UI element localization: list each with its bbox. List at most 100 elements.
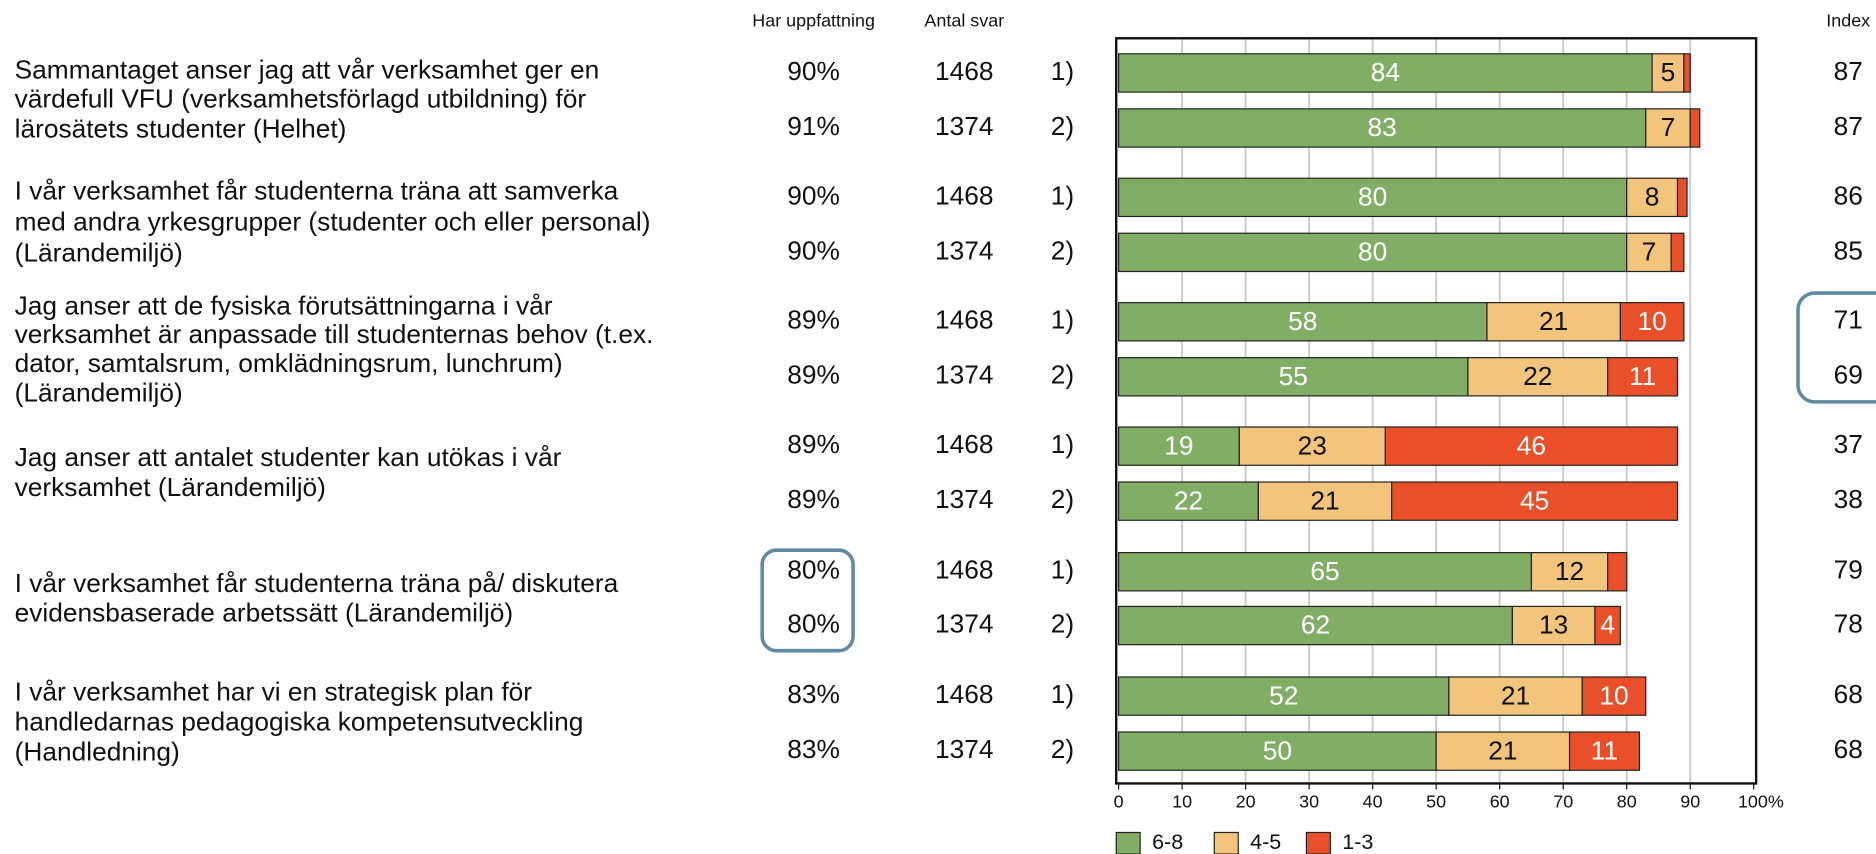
x-tick-label: 40 [1363,791,1383,811]
data-label: 10 [1637,306,1666,336]
har-uppfattning: 83% [787,679,840,709]
legend-swatch [1213,831,1239,854]
har-uppfattning: 83% [787,734,840,764]
question-text: värdefull VFU (verksamhetsförlagd utbild… [15,83,587,113]
bar-segment [1594,605,1621,646]
data-label: 7 [1642,237,1657,267]
question-text: Jag anser att antalet studenter kan utök… [15,442,562,472]
bar-segment [1651,53,1685,93]
antal-svar: 1374 [935,235,994,265]
data-label: 11 [1591,735,1618,765]
legend-label: 1-3 [1342,830,1373,854]
data-label: 21 [1488,735,1517,765]
x-tick-label: 10 [1172,791,1192,811]
bar-segment [1581,676,1647,716]
question-text: Sammantaget anser jag att vår verksamhet… [15,55,600,85]
bar-segment [1118,357,1469,397]
data-label: 22 [1174,485,1203,515]
index: 78 [1834,609,1863,639]
bar-segment [1530,551,1609,592]
antal-svar: 1374 [935,111,994,141]
bar-segment [1448,676,1583,716]
data-label: 83 [1368,112,1397,142]
data-label: 80 [1358,237,1387,267]
bar-segment [1689,108,1701,148]
x-tick-label: 60 [1490,791,1510,811]
question-text: dator, samtalsrum, omklädningsrum, lunch… [15,348,563,378]
data-label: 80 [1358,182,1387,212]
data-label: 4 [1600,610,1615,640]
question-text: (Handledning) [15,736,180,766]
bar-segment [1118,676,1450,716]
data-label: 52 [1269,680,1298,710]
data-label: 58 [1288,306,1317,336]
data-label: 21 [1310,485,1339,515]
x-tick-label: 90 [1680,791,1700,811]
antal-svar: 1468 [935,679,994,709]
row-label: 2) [1051,609,1074,639]
antal-svar: 1468 [935,305,994,335]
row-label: 1) [1051,679,1074,709]
antal-svar: 1468 [935,180,994,210]
row-label: 1) [1051,180,1074,210]
bar-segment [1118,232,1628,273]
row-label: 1) [1051,429,1074,459]
antal-svar: 1374 [935,609,994,639]
data-label: 19 [1164,430,1193,460]
index: 86 [1834,180,1863,210]
bar-segment [1607,551,1628,592]
index: 69 [1834,360,1863,390]
data-label: 65 [1310,556,1339,586]
row-label: 2) [1051,111,1074,141]
bar-segment [1467,357,1609,397]
row-label: 2) [1051,734,1074,764]
data-label: 23 [1298,430,1327,460]
index: 79 [1834,555,1863,585]
row-label: 2) [1051,360,1074,390]
data-label: 45 [1520,485,1549,515]
index: 68 [1834,734,1863,764]
legend-label: 6-8 [1152,830,1183,854]
antal-svar: 1374 [935,484,994,514]
har-uppfattning: 89% [787,305,840,335]
data-label: 11 [1629,361,1656,391]
x-tick-label: 80 [1617,791,1637,811]
bar-segment [1257,481,1393,521]
bar-segment [1619,302,1685,342]
bar-segment [1118,302,1488,342]
har-uppfattning: 89% [787,484,840,514]
index: 71 [1834,305,1863,335]
x-tick-label: 30 [1299,791,1319,811]
bar-segment [1118,551,1533,592]
har-uppfattning: 80% [787,555,840,585]
index: 87 [1834,111,1863,141]
question-text: I vår verksamhet har vi en strategisk pl… [15,677,533,707]
highlight [760,548,855,653]
index: 38 [1834,484,1863,514]
index: 87 [1834,56,1863,86]
x-tick-label: 50 [1426,791,1446,811]
question-text: Jag anser att de fysiska förutsättningar… [15,290,553,320]
data-label: 7 [1661,112,1676,142]
antal-svar: 1468 [935,555,994,585]
data-label: 5 [1661,57,1676,87]
question-text: I vår verksamhet får studenterna träna p… [15,568,619,598]
column-header: Har uppfattning [752,10,875,30]
question-text: I vår verksamhet får studenterna träna a… [15,176,619,206]
bar-segment [1676,177,1688,218]
data-label: 10 [1599,680,1628,710]
x-tick-label: 70 [1553,791,1573,811]
data-label: 46 [1517,430,1546,460]
data-label: 84 [1371,57,1400,87]
har-uppfattning: 90% [787,56,840,86]
question-text: med andra yrkesgrupper (studenter och el… [15,207,651,237]
x-tick-label: 0 [1114,791,1124,811]
antal-svar: 1468 [935,56,994,86]
x-tick-label: 20 [1236,791,1256,811]
highlight [1796,291,1876,404]
row-label: 1) [1051,555,1074,585]
antal-svar: 1374 [935,734,994,764]
data-label: 21 [1501,680,1530,710]
row-label: 2) [1051,235,1074,265]
